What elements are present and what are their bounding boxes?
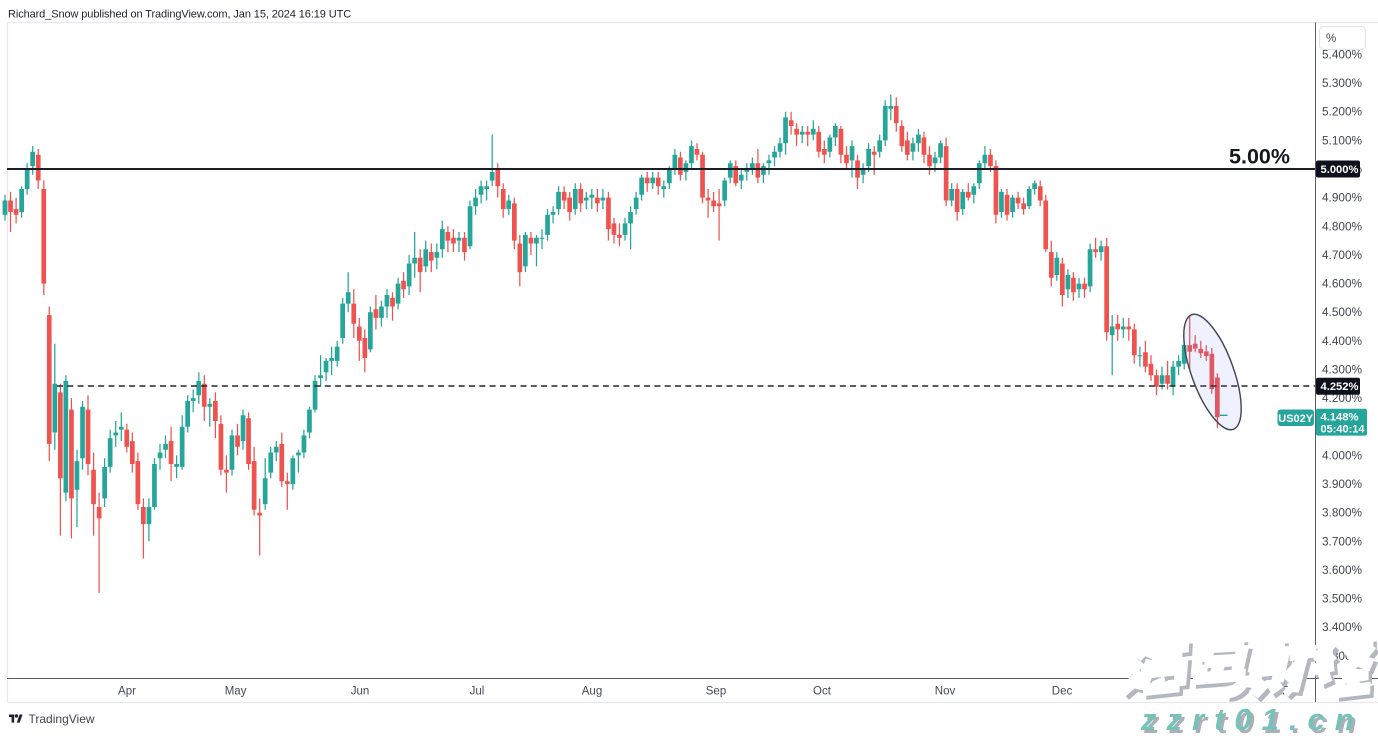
svg-text:Nov: Nov [935,686,956,698]
svg-text:5.200%: 5.200% [1322,105,1363,119]
svg-text:May: May [225,686,247,698]
svg-text:4.000%: 4.000% [1322,448,1363,462]
svg-text:4.148%: 4.148% [1321,411,1359,423]
svg-text:Apr: Apr [118,686,136,698]
svg-text:Dec: Dec [1052,686,1073,698]
svg-text:5.000%: 5.000% [1321,164,1359,176]
svg-text:5.00%: 5.00% [1229,145,1290,169]
svg-text:3.400%: 3.400% [1322,620,1363,634]
svg-text:4.400%: 4.400% [1322,334,1363,348]
svg-text:5.100%: 5.100% [1322,133,1363,147]
svg-text:3.700%: 3.700% [1322,534,1363,548]
svg-text:4.300%: 4.300% [1322,363,1363,377]
svg-text:4.800%: 4.800% [1322,219,1363,233]
svg-text:Richard_Snow published on Trad: Richard_Snow published on TradingView.co… [8,9,351,21]
svg-text:3.600%: 3.600% [1322,563,1363,577]
svg-text:3.900%: 3.900% [1322,477,1363,491]
svg-text:05:40:14: 05:40:14 [1321,424,1366,436]
svg-text:zzrt01.cn: zzrt01.cn [1143,705,1367,734]
svg-text:4.500%: 4.500% [1322,305,1363,319]
svg-text:5.400%: 5.400% [1322,47,1363,61]
svg-text:4.700%: 4.700% [1322,248,1363,262]
svg-text:zzrt01.cn: zzrt01.cn [1140,702,1364,734]
svg-text:US02Y: US02Y [1278,413,1314,425]
svg-text:4.900%: 4.900% [1322,191,1363,205]
svg-text:4.600%: 4.600% [1322,277,1363,291]
svg-text:Sep: Sep [706,686,726,698]
svg-text:4.252%: 4.252% [1321,381,1359,393]
svg-text:TradingView: TradingView [29,712,95,726]
svg-text:Jun: Jun [351,686,370,698]
svg-text:%: % [1326,33,1336,45]
svg-text:3.500%: 3.500% [1322,592,1363,606]
svg-text:Oct: Oct [813,686,832,698]
svg-text:Aug: Aug [582,686,602,698]
svg-text:5.300%: 5.300% [1322,76,1363,90]
svg-text:Jul: Jul [470,686,485,698]
svg-text:3.800%: 3.800% [1322,506,1363,520]
